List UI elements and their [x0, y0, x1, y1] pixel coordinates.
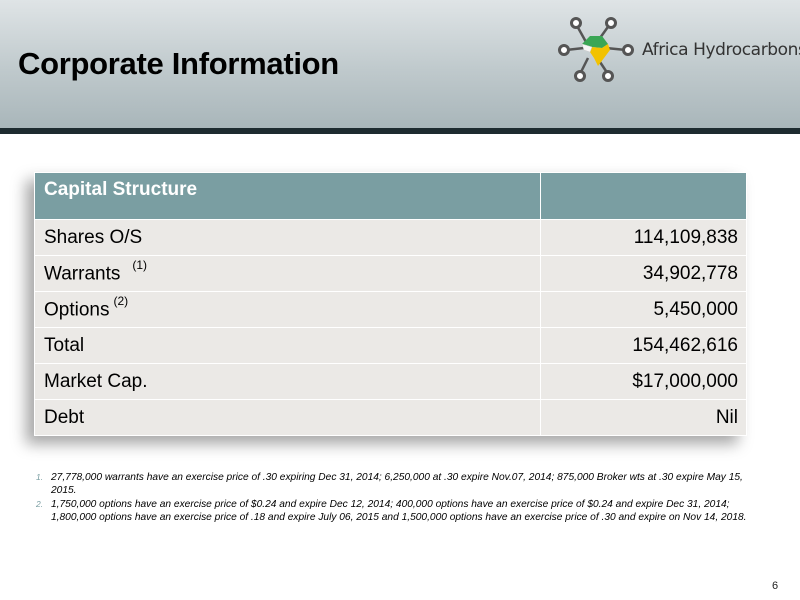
row-label-text: Market Cap. [44, 370, 148, 392]
row-label-text: Debt [44, 406, 85, 428]
table-row: Shares O/S 114,109,838 [34, 219, 747, 256]
row-label: Market Cap. [34, 363, 541, 400]
row-value: 34,902,778 [540, 255, 747, 292]
table-row: Total 154,462,616 [34, 327, 747, 364]
footnote-ref: (1) [132, 258, 148, 273]
logo-wordmark: Africa Hydrocarbons [642, 40, 800, 60]
header-band [0, 0, 800, 128]
row-label: Total [34, 327, 541, 364]
company-logo: Africa Hydrocarbons [556, 14, 800, 90]
table-header-row: Capital Structure [34, 172, 747, 220]
table-header-cell: Capital Structure [34, 172, 541, 220]
footnotes: 1. 27,778,000 warrants have an exercise … [36, 471, 748, 524]
row-label-text: Total [44, 334, 85, 356]
row-label: Debt [34, 399, 541, 436]
table-row: Debt Nil [34, 399, 747, 436]
row-value: $17,000,000 [540, 363, 747, 400]
footnote-number: 2. [36, 498, 44, 509]
capital-structure-table: Capital Structure Shares O/S 114,109,838… [34, 172, 747, 436]
footnote-number: 1. [36, 472, 44, 482]
row-label: Warrants (1) [34, 255, 541, 292]
footnote-text: 27,778,000 warrants have an exercise pri… [51, 472, 743, 497]
footnote-ref: (2) [113, 294, 129, 309]
row-label: Shares O/S [34, 219, 541, 256]
row-value: 154,462,616 [540, 327, 747, 364]
row-value: 114,109,838 [540, 219, 747, 256]
row-label-text: Options [44, 299, 110, 321]
row-label: Options (2) [34, 291, 541, 328]
page-title: Corporate Information [18, 46, 339, 81]
footnote-item: 2. 1,750,000 options have an exercise pr… [36, 498, 748, 525]
table-row: Warrants (1) 34,902,778 [34, 255, 747, 292]
footnote-item: 1. 27,778,000 warrants have an exercise … [36, 471, 748, 498]
row-value: 5,450,000 [540, 291, 747, 328]
table-row: Options (2) 5,450,000 [34, 291, 747, 328]
row-label-text: Shares O/S [44, 226, 143, 248]
row-value: Nil [540, 399, 747, 436]
row-label-text: Warrants [44, 263, 121, 285]
africa-network-logo-icon [558, 17, 634, 82]
header-divider [0, 128, 800, 134]
table-row: Market Cap. $17,000,000 [34, 363, 747, 400]
page-number: 6 [772, 580, 779, 592]
table-header-cell [540, 172, 747, 220]
footnote-text: 1,750,000 options have an exercise price… [51, 498, 747, 523]
